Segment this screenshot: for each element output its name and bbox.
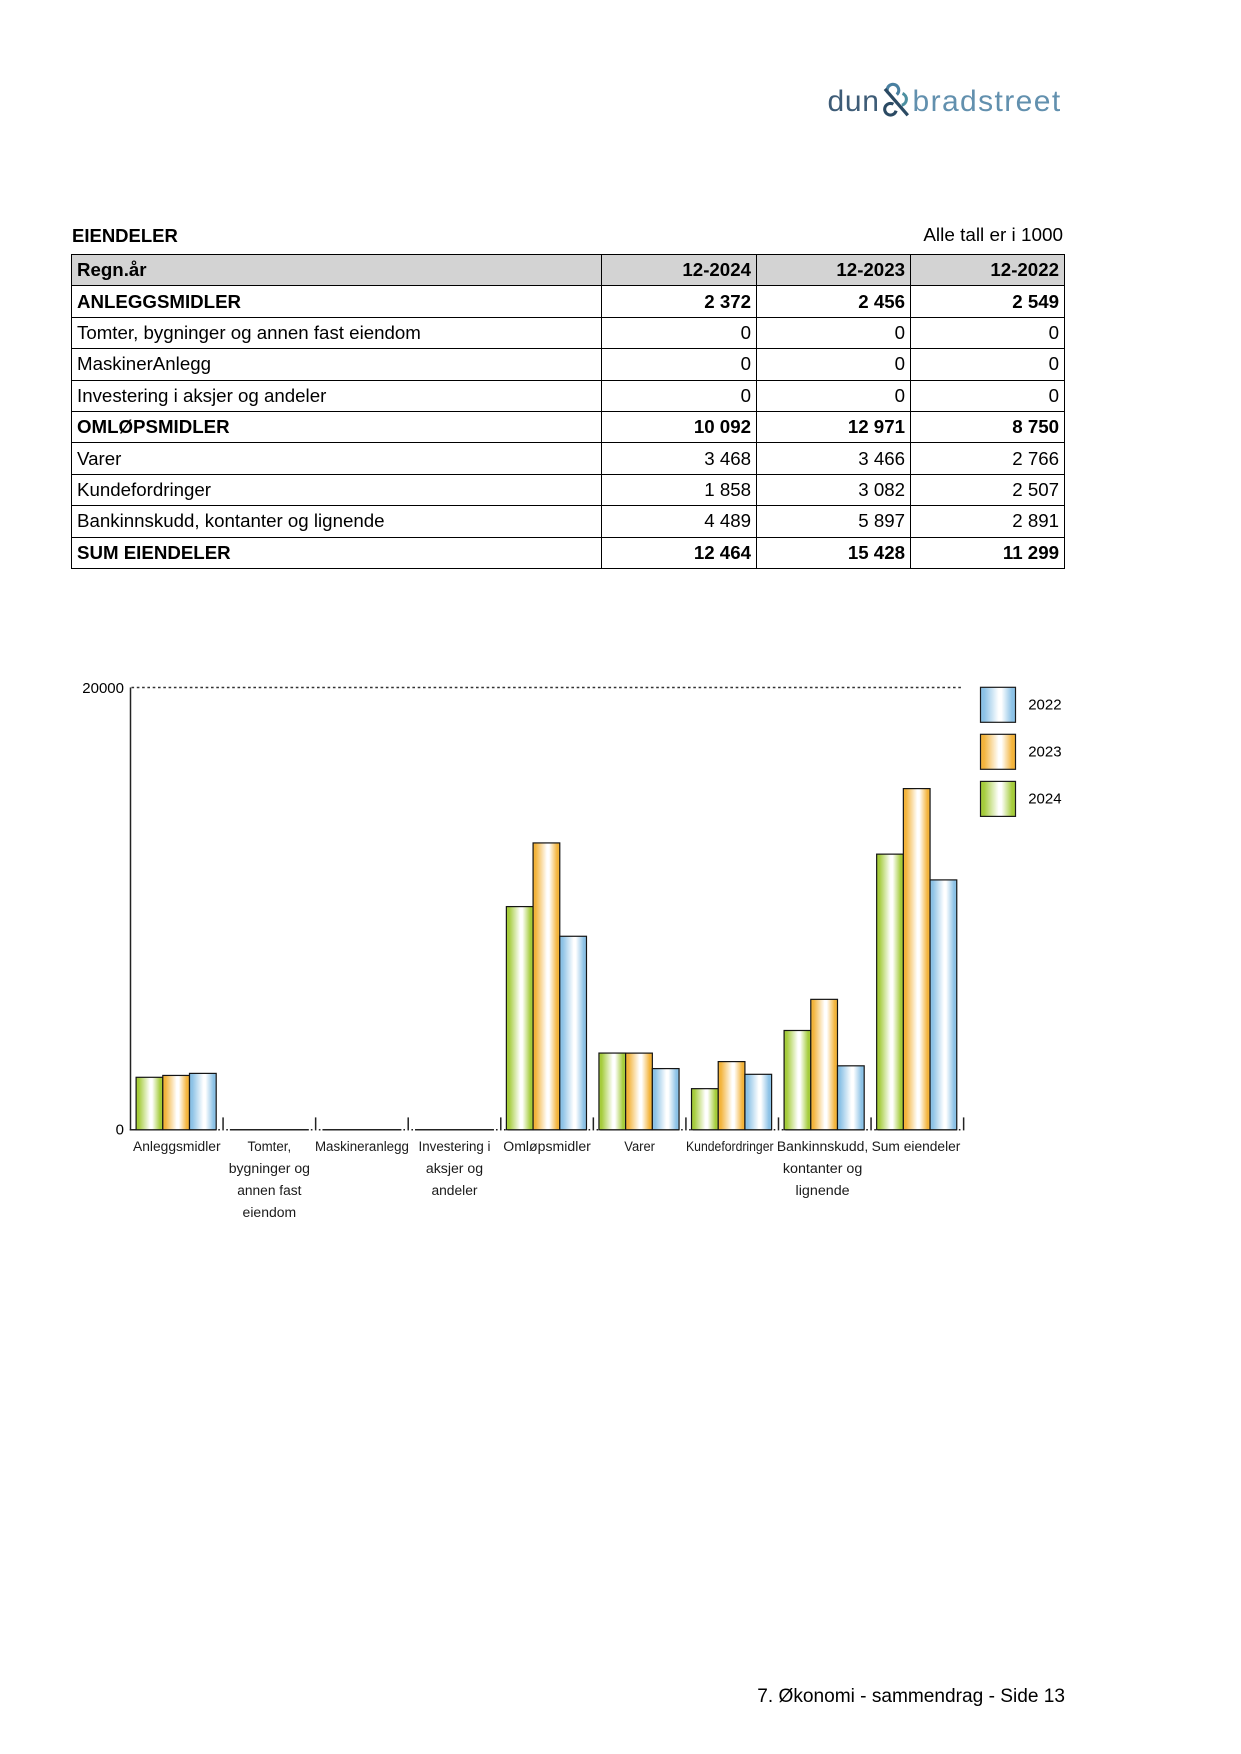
svg-text:aksjer og: aksjer og [426, 1161, 483, 1177]
svg-text:2024: 2024 [1028, 791, 1061, 808]
svg-text:Varer: Varer [624, 1139, 655, 1155]
svg-text:eiendom: eiendom [243, 1205, 297, 1221]
svg-text:2022: 2022 [1028, 697, 1061, 714]
svg-text:2023: 2023 [1028, 744, 1061, 761]
svg-text:dun: dun [828, 85, 880, 118]
svg-text:0: 0 [116, 1122, 124, 1139]
svg-text:Maskineranlegg: Maskineranlegg [315, 1139, 409, 1155]
svg-text:Kundefordringer: Kundefordringer [686, 1139, 774, 1155]
svg-text:Bankinnskudd,: Bankinnskudd, [777, 1139, 868, 1155]
svg-text:Omløpsmidler: Omløpsmidler [503, 1139, 591, 1155]
svg-text:Sum eiendeler: Sum eiendeler [872, 1139, 961, 1155]
svg-text:annen fast: annen fast [237, 1183, 301, 1199]
svg-text:20000: 20000 [82, 680, 124, 697]
svg-text:bradstreet: bradstreet [913, 85, 1062, 118]
svg-text:bygninger og: bygninger og [229, 1161, 310, 1177]
svg-text:lignende: lignende [796, 1183, 850, 1199]
svg-text:Investering i: Investering i [419, 1139, 491, 1155]
svg-text:Tomter,: Tomter, [248, 1139, 292, 1155]
svg-text:kontanter og: kontanter og [783, 1161, 863, 1177]
svg-text:Anleggsmidler: Anleggsmidler [133, 1139, 221, 1155]
svg-text:andeler: andeler [431, 1183, 477, 1199]
